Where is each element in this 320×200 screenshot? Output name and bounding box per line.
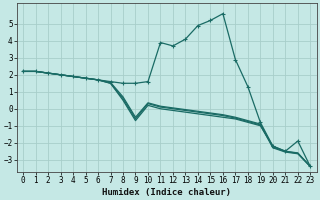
- X-axis label: Humidex (Indice chaleur): Humidex (Indice chaleur): [102, 188, 231, 197]
